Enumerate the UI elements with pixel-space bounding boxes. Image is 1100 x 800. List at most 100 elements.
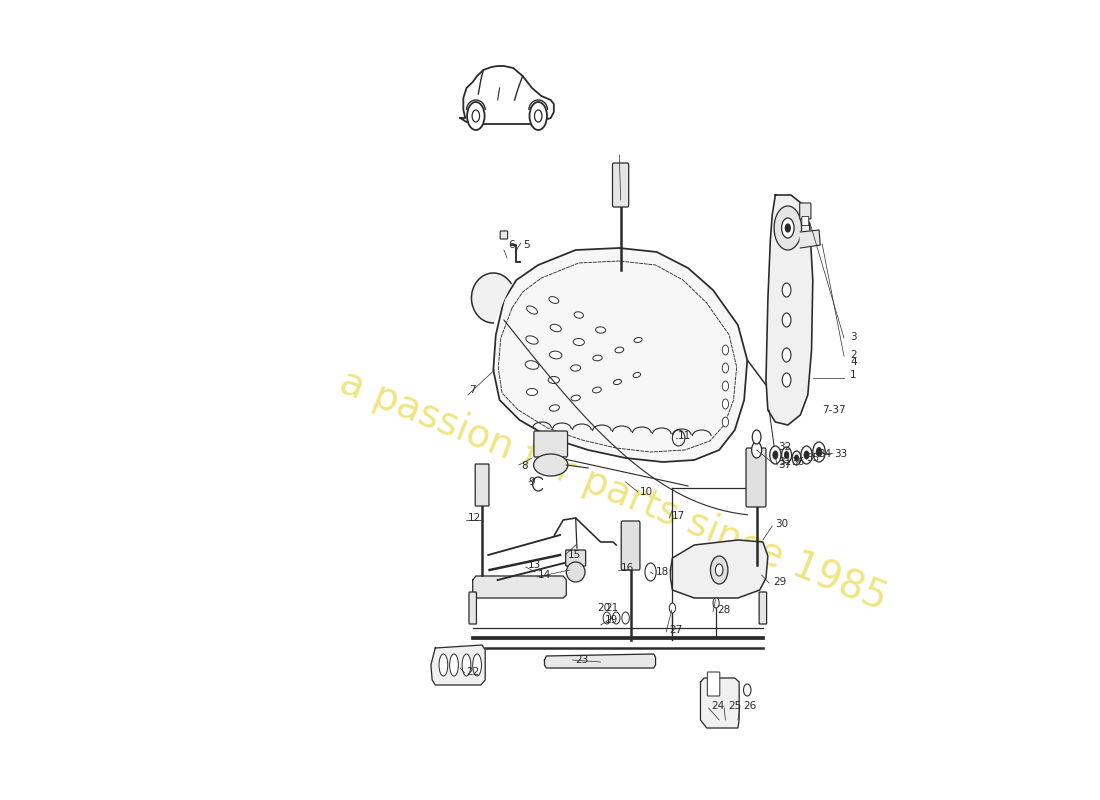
Circle shape [785,224,790,232]
FancyBboxPatch shape [800,203,811,219]
Circle shape [613,612,620,624]
FancyBboxPatch shape [621,521,640,570]
Text: 1: 1 [850,370,857,380]
Ellipse shape [473,654,482,676]
Text: 18: 18 [656,567,669,577]
Text: 7-37: 7-37 [822,405,846,415]
Ellipse shape [525,361,539,370]
Polygon shape [493,248,747,462]
Text: 5: 5 [524,240,530,250]
Circle shape [782,447,792,463]
Circle shape [645,563,657,581]
Text: 7: 7 [470,385,476,395]
Text: 33: 33 [835,449,848,459]
Circle shape [723,381,728,391]
Circle shape [715,564,723,576]
Circle shape [774,206,802,250]
Ellipse shape [450,654,459,676]
Ellipse shape [527,389,538,395]
FancyBboxPatch shape [534,431,568,457]
Ellipse shape [566,562,585,582]
Circle shape [468,102,485,130]
Text: 25: 25 [728,701,741,711]
Ellipse shape [614,379,622,385]
Text: 3: 3 [850,332,857,342]
Text: 31: 31 [779,457,792,467]
Text: 32: 32 [779,442,792,452]
Ellipse shape [534,454,568,476]
Text: 15: 15 [569,550,582,560]
Text: 26: 26 [742,701,756,711]
Ellipse shape [549,297,559,303]
Circle shape [801,446,812,464]
Circle shape [792,451,801,465]
Polygon shape [671,540,768,598]
Text: 2: 2 [850,350,857,360]
Circle shape [770,446,781,464]
Polygon shape [431,645,485,685]
Circle shape [782,313,791,327]
Circle shape [711,556,728,584]
Text: 20: 20 [597,603,611,613]
FancyBboxPatch shape [613,163,629,207]
Ellipse shape [462,654,471,676]
Circle shape [723,417,728,427]
Circle shape [723,363,728,373]
Ellipse shape [593,387,602,393]
Circle shape [603,612,611,624]
Text: 6: 6 [508,240,515,250]
Text: 29: 29 [773,577,786,587]
Circle shape [784,451,789,458]
Ellipse shape [550,405,560,411]
Text: 35: 35 [806,453,820,463]
Ellipse shape [574,312,583,318]
FancyBboxPatch shape [469,592,476,624]
Ellipse shape [439,654,448,676]
Circle shape [751,442,761,458]
Circle shape [621,612,629,624]
Circle shape [535,110,542,122]
Ellipse shape [615,347,624,353]
Text: 13: 13 [528,560,541,570]
Text: 21: 21 [605,603,618,613]
FancyBboxPatch shape [707,672,719,696]
Circle shape [816,447,822,457]
FancyBboxPatch shape [565,550,585,566]
Polygon shape [473,576,566,598]
Text: 22: 22 [466,667,480,677]
FancyBboxPatch shape [746,448,766,507]
Text: 36: 36 [792,457,805,467]
Ellipse shape [527,306,538,314]
Text: 37: 37 [778,460,791,470]
Text: 9: 9 [528,477,535,487]
Ellipse shape [593,355,602,361]
Polygon shape [766,195,813,425]
Circle shape [794,455,799,461]
Ellipse shape [550,351,562,359]
Polygon shape [544,654,656,668]
Text: 23: 23 [575,655,589,665]
Circle shape [773,451,778,459]
Text: 8: 8 [520,461,527,471]
Circle shape [813,442,825,462]
Text: 24: 24 [712,701,725,711]
Circle shape [804,451,810,459]
Text: 17: 17 [672,511,685,521]
Text: 30: 30 [776,519,789,529]
Ellipse shape [571,395,581,401]
Text: 12: 12 [468,513,481,523]
Circle shape [782,218,794,238]
FancyBboxPatch shape [500,231,508,239]
Circle shape [782,373,791,387]
Ellipse shape [573,338,584,346]
Polygon shape [701,678,739,728]
Text: 34: 34 [818,449,832,459]
Polygon shape [801,230,821,248]
Text: europes: europes [0,265,1100,535]
FancyBboxPatch shape [475,464,488,506]
Text: 16: 16 [621,563,635,573]
Circle shape [723,399,728,409]
Ellipse shape [634,338,642,342]
FancyBboxPatch shape [802,217,808,226]
Polygon shape [472,273,512,323]
